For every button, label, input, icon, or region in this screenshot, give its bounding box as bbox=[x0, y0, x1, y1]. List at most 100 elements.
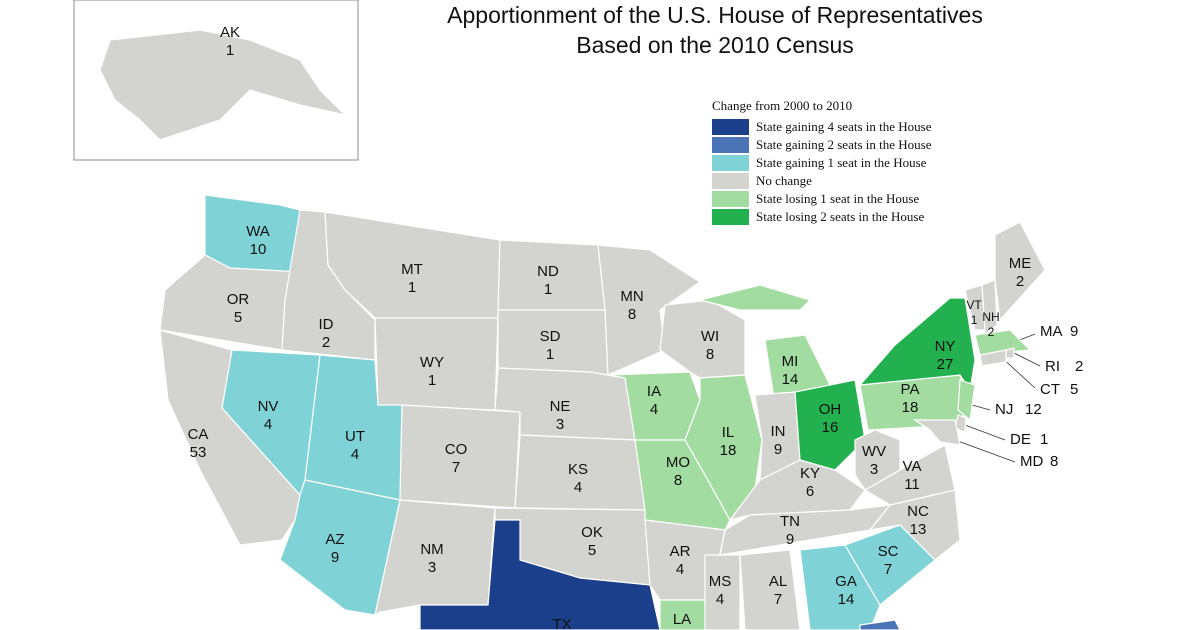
state-abbr: ME bbox=[1009, 255, 1032, 272]
state-seats: 5 bbox=[1070, 381, 1078, 398]
state-seats: 4 bbox=[574, 479, 582, 496]
state-abbr: UT bbox=[345, 428, 365, 445]
state-seats: 18 bbox=[902, 399, 919, 416]
state-abbr: RI bbox=[1045, 358, 1060, 375]
state-abbr: NY bbox=[935, 338, 956, 355]
legend-label: State gaining 1 seat in the House bbox=[756, 155, 927, 170]
state-shape bbox=[99, 29, 347, 141]
state-shape bbox=[957, 379, 976, 422]
state-seats: 7 bbox=[884, 561, 892, 578]
state-abbr: MI bbox=[782, 353, 799, 370]
legend-swatch bbox=[712, 173, 749, 189]
state-shape bbox=[859, 619, 901, 630]
state-seats: 5 bbox=[588, 542, 596, 559]
state-shape bbox=[704, 554, 741, 630]
state-abbr: DE bbox=[1010, 431, 1031, 448]
state-seats: 27 bbox=[937, 356, 954, 373]
state-shape bbox=[419, 519, 661, 630]
state-seats: 1 bbox=[971, 313, 978, 327]
state-seats: 53 bbox=[190, 444, 207, 461]
state-seats: 3 bbox=[556, 416, 564, 433]
state-seats: 4 bbox=[676, 561, 684, 578]
state-shape bbox=[799, 544, 881, 630]
state-abbr: AK bbox=[220, 24, 240, 41]
state-seats: 18 bbox=[720, 442, 737, 459]
state-shape bbox=[794, 379, 866, 471]
state-abbr: PA bbox=[901, 381, 920, 398]
state-abbr: WA bbox=[246, 223, 270, 240]
state-abbr: NH bbox=[982, 310, 999, 324]
state-abbr: WI bbox=[701, 328, 719, 345]
state-abbr: VA bbox=[903, 458, 922, 475]
state-seats: 1 bbox=[408, 279, 416, 296]
state-abbr: AZ bbox=[325, 531, 344, 548]
state-abbr: SC bbox=[878, 543, 899, 560]
state-seats: 10 bbox=[250, 241, 267, 258]
state-seats: 1 bbox=[546, 346, 554, 363]
state-seats: 4 bbox=[264, 416, 272, 433]
legend-swatch bbox=[712, 119, 749, 135]
legend: Change from 2000 to 2010 State gaining 4 … bbox=[712, 98, 932, 225]
state-abbr: TN bbox=[780, 513, 800, 530]
state-seats: 13 bbox=[910, 521, 927, 538]
state-seats: 8 bbox=[1050, 453, 1058, 470]
state-seats: 8 bbox=[628, 306, 636, 323]
state-seats: 6 bbox=[806, 483, 814, 500]
state-seats: 8 bbox=[706, 346, 714, 363]
state-abbr: NM bbox=[420, 541, 443, 558]
state-seats: 5 bbox=[234, 309, 242, 326]
state-abbr: CT bbox=[1040, 381, 1060, 398]
state-seats: 9 bbox=[774, 441, 782, 458]
title-line: Apportionment of the U.S. House of Repre… bbox=[447, 2, 983, 28]
state-abbr: KY bbox=[800, 465, 820, 482]
legend-swatch bbox=[712, 137, 749, 153]
state-abbr: ND bbox=[537, 263, 559, 280]
legend-swatch bbox=[712, 209, 749, 225]
state-abbr: SD bbox=[540, 328, 561, 345]
state-abbr: IL bbox=[722, 424, 735, 441]
state-seats: 2 bbox=[1016, 273, 1024, 290]
state-shape bbox=[699, 284, 812, 311]
state-seats: 9 bbox=[786, 531, 794, 548]
state-seats: 2 bbox=[322, 334, 330, 351]
state-abbr: NE bbox=[550, 398, 571, 415]
states bbox=[99, 29, 1046, 630]
state-abbr: ID bbox=[319, 316, 334, 333]
state-seats: 16 bbox=[822, 419, 839, 436]
state-abbr: IN bbox=[771, 423, 786, 440]
state-abbr: CA bbox=[188, 426, 209, 443]
state-abbr: WV bbox=[862, 443, 886, 460]
state-abbr: GA bbox=[835, 573, 857, 590]
state-seats: 7 bbox=[774, 591, 782, 608]
state-seats: 3 bbox=[870, 461, 878, 478]
state-seats: 2 bbox=[988, 325, 995, 339]
state-abbr: TX bbox=[552, 616, 571, 630]
state-labels: AK1WA10OR5CA53NV4ID2MT1WY1UT4AZ9CO7NM3ND… bbox=[188, 24, 1084, 630]
state-seats: 1 bbox=[544, 281, 552, 298]
state-seats: 9 bbox=[331, 549, 339, 566]
state-seats: 8 bbox=[674, 472, 682, 489]
state-seats: 12 bbox=[1025, 401, 1042, 418]
state-seats: 1 bbox=[428, 372, 436, 389]
state-abbr: AR bbox=[670, 543, 691, 560]
state-shape bbox=[659, 599, 716, 630]
state-shape bbox=[979, 349, 1007, 367]
state-abbr: VT bbox=[966, 298, 982, 312]
state-shape bbox=[1005, 347, 1015, 359]
state-seats: 2 bbox=[1075, 358, 1083, 375]
state-abbr: NJ bbox=[995, 401, 1013, 418]
legend-swatch bbox=[712, 155, 749, 171]
state-abbr: KS bbox=[568, 461, 588, 478]
state-abbr: NC bbox=[907, 503, 929, 520]
state-shape bbox=[994, 221, 1046, 322]
state-seats: 1 bbox=[226, 42, 234, 59]
state-seats: 7 bbox=[452, 459, 460, 476]
state-abbr: OR bbox=[227, 291, 250, 308]
state-seats: 1 bbox=[1040, 431, 1048, 448]
legend-label: State losing 1 seat in the House bbox=[756, 191, 919, 206]
state-abbr: MN bbox=[620, 288, 643, 305]
state-abbr: MD bbox=[1020, 453, 1043, 470]
legend-label: No change bbox=[756, 173, 812, 188]
state-shape bbox=[913, 419, 961, 446]
